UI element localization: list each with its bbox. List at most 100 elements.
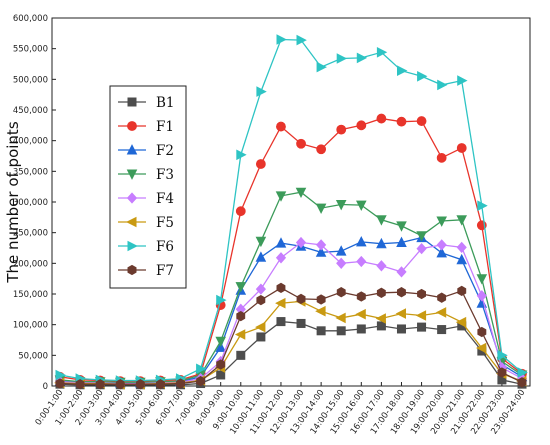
data-point-f1 <box>436 152 447 163</box>
data-point-f6 <box>216 294 227 306</box>
data-point-f4 <box>396 266 407 278</box>
data-point-f3 <box>235 282 247 293</box>
data-point-b1 <box>356 324 366 334</box>
data-point-f6 <box>196 363 207 375</box>
data-point-f7 <box>396 287 406 298</box>
data-point-f5 <box>355 308 366 320</box>
y-tick-label: 450,000 <box>13 106 48 116</box>
legend-label-f6: F6 <box>156 239 174 255</box>
legend-marker-f4 <box>126 192 138 204</box>
data-point-f1 <box>396 116 407 127</box>
data-point-f2 <box>436 247 447 258</box>
series-layer <box>54 34 528 390</box>
legend: B1 F1 F2 F3 F4 F5 F6 F7 <box>109 85 187 289</box>
data-point-f5 <box>375 313 386 324</box>
data-point-f4 <box>356 255 367 268</box>
legend-marker-f1 <box>127 121 137 131</box>
y-tick-label: 500,000 <box>13 75 48 85</box>
data-point-f1 <box>356 120 367 131</box>
data-point-f6 <box>497 350 508 361</box>
data-point-f7 <box>296 293 306 305</box>
series-f5 <box>54 296 527 390</box>
legend-marker-f2 <box>126 144 138 155</box>
y-tick-label: 0 <box>43 382 48 392</box>
data-point-f7 <box>316 294 326 305</box>
legend-label-f3: F3 <box>156 167 174 183</box>
x-axis: 0:00-1:001:00-2:002:00-3:003:00-4:004:00… <box>34 382 527 436</box>
data-point-f5 <box>415 310 427 321</box>
y-axis-label: The number of points <box>4 121 22 283</box>
data-point-f7 <box>176 378 185 389</box>
data-point-f1 <box>255 159 266 169</box>
y-tick-label: 50,000 <box>18 351 48 361</box>
data-point-f4 <box>376 260 387 272</box>
data-point-f4 <box>336 257 347 269</box>
data-point-b1 <box>396 324 406 334</box>
series-f7 <box>55 282 527 390</box>
data-point-f4 <box>255 283 267 295</box>
data-point-f6 <box>55 369 66 381</box>
data-point-f6 <box>417 71 428 82</box>
data-point-f2 <box>255 251 267 262</box>
y-tick-label: 200,000 <box>13 259 48 269</box>
data-point-f3 <box>356 200 367 211</box>
data-point-f1 <box>416 116 427 126</box>
y-tick-label: 100,000 <box>13 321 48 331</box>
data-point-f1 <box>276 121 286 132</box>
data-point-f4 <box>456 241 467 254</box>
legend-marker-b1 <box>127 97 137 107</box>
data-point-f7 <box>356 291 366 302</box>
data-point-f2 <box>356 236 367 247</box>
data-point-f3 <box>255 236 267 248</box>
data-point-f7 <box>417 288 427 300</box>
data-point-f7 <box>95 379 105 390</box>
data-point-f5 <box>255 321 266 333</box>
data-point-b1 <box>276 317 286 327</box>
data-point-f7 <box>376 287 386 298</box>
legend-box <box>109 85 187 289</box>
legend-marker-f5 <box>126 216 137 228</box>
data-point-f7 <box>216 359 226 370</box>
data-point-f7 <box>55 378 65 389</box>
data-point-b1 <box>316 326 326 336</box>
data-point-f5 <box>455 316 467 328</box>
data-point-f1 <box>376 113 387 124</box>
data-point-f2 <box>275 237 287 248</box>
data-point-f7 <box>497 367 507 378</box>
data-point-f7 <box>115 379 125 390</box>
data-point-f4 <box>416 242 427 255</box>
legend-label-f7: F7 <box>156 263 174 279</box>
data-point-f6 <box>336 53 348 64</box>
data-point-f6 <box>276 34 287 45</box>
data-point-f4 <box>295 236 307 249</box>
legend-marker-f6 <box>127 240 138 252</box>
data-point-f2 <box>456 253 467 265</box>
data-point-f7 <box>437 292 447 303</box>
y-tick-label: 350,000 <box>13 167 48 177</box>
data-point-f3 <box>396 221 407 232</box>
data-point-b1 <box>437 325 447 335</box>
legend-label-f1: F1 <box>156 119 174 135</box>
data-point-f5 <box>435 307 447 318</box>
data-point-f5 <box>395 308 407 319</box>
y-tick-label: 250,000 <box>13 229 48 239</box>
legend-label-b1: B1 <box>156 95 175 111</box>
data-point-f3 <box>376 215 387 226</box>
data-point-f3 <box>315 203 327 214</box>
y-tick-label: 300,000 <box>13 198 48 208</box>
series-line-b1 <box>59 320 523 386</box>
legend-label-f2: F2 <box>156 143 174 159</box>
series-b1 <box>55 317 527 390</box>
data-point-f3 <box>416 231 427 242</box>
data-point-f2 <box>376 237 387 249</box>
data-point-f6 <box>437 79 448 91</box>
data-point-b1 <box>236 350 246 360</box>
y-tick-label: 150,000 <box>13 290 48 300</box>
data-point-f6 <box>356 52 368 64</box>
y-tick-label: 550,000 <box>13 45 48 55</box>
data-point-f3 <box>275 191 287 202</box>
data-point-f2 <box>315 246 327 257</box>
data-point-f6 <box>457 75 468 86</box>
